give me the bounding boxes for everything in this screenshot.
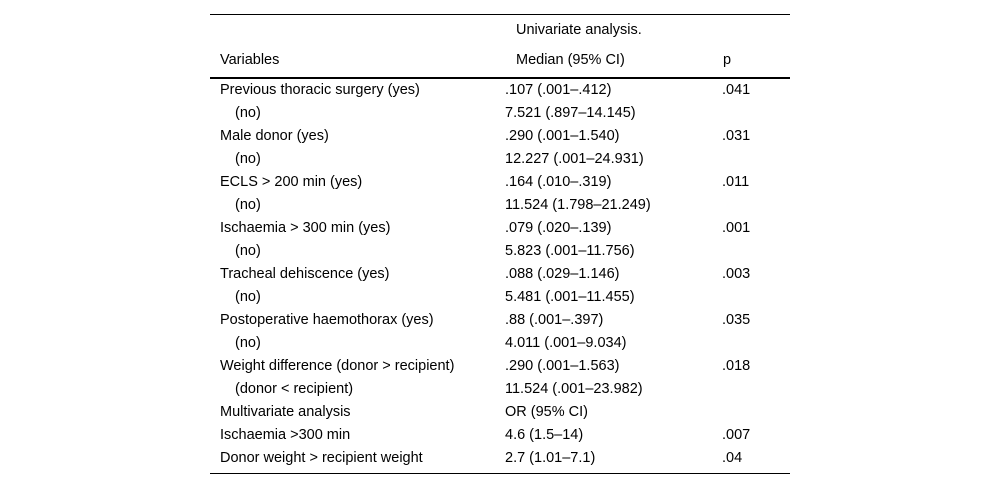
cell-variable: (no)	[235, 197, 261, 213]
cell-p	[722, 401, 790, 424]
table-row: Ischaemia >300 min 4.6 (1.5–14) .007	[210, 424, 790, 447]
cell-median: 4.011 (.001–9.034)	[505, 335, 627, 351]
table-body: Previous thoracic surgery (yes) .107 (.00…	[210, 79, 790, 474]
table-row: ECLS > 200 min (yes) .164 (.010–.319) .011	[210, 171, 790, 194]
cell-median: 4.6 (1.5–14)	[505, 427, 584, 443]
column-header-row: Variables Median (95% CI) p	[210, 45, 790, 75]
cell-variable: (donor < recipient)	[235, 381, 354, 397]
table-row: Donor weight > recipient weight 2.7 (1.01…	[210, 447, 790, 470]
cell-variable: Postoperative haemothorax (yes)	[220, 312, 434, 328]
group-header-label: Univariate analysis.	[516, 22, 642, 38]
cell-p: .041	[722, 82, 751, 98]
cell-median: 7.521 (.897–14.145)	[505, 105, 636, 121]
cell-p	[722, 194, 790, 217]
cell-median: .88 (.001–.397)	[505, 312, 604, 328]
table-header: Univariate analysis. Variables Median (9…	[210, 14, 790, 79]
table-row: Postoperative haemothorax (yes) .88 (.001…	[210, 309, 790, 332]
cell-variable: ECLS > 200 min (yes)	[220, 174, 363, 190]
cell-variable: Male donor (yes)	[220, 128, 329, 144]
cell-variable: (no)	[235, 105, 261, 121]
cell-median: 11.524 (.001–23.982)	[505, 381, 643, 397]
cell-p: .04	[722, 450, 743, 466]
table-row: (no) 12.227 (.001–24.931)	[210, 148, 790, 171]
table-row: (donor < recipient) 11.524 (.001–23.982)	[210, 378, 790, 401]
cell-median: 2.7 (1.01–7.1)	[505, 450, 596, 466]
cell-p: .035	[722, 312, 751, 328]
cell-median: .164 (.010–.319)	[505, 174, 612, 190]
table-row: Previous thoracic surgery (yes) .107 (.00…	[210, 79, 790, 102]
cell-variable: Donor weight > recipient weight	[220, 450, 423, 466]
table-row: (no) 4.011 (.001–9.034)	[210, 332, 790, 355]
cell-variable: Multivariate analysis	[220, 404, 351, 420]
table-row: Multivariate analysis OR (95% CI)	[210, 401, 790, 424]
cell-median: .107 (.001–.412)	[505, 82, 612, 98]
cell-variable: Weight difference (donor > recipient)	[220, 358, 455, 374]
cell-median: .290 (.001–1.563)	[505, 358, 620, 374]
cell-variable: Previous thoracic surgery (yes)	[220, 82, 420, 98]
table-row: Ischaemia > 300 min (yes) .079 (.020–.139…	[210, 217, 790, 240]
cell-median: .290 (.001–1.540)	[505, 128, 620, 144]
cell-p: .007	[722, 427, 751, 443]
table-row: (no) 5.481 (.001–11.455)	[210, 286, 790, 309]
cell-median: 12.227 (.001–24.931)	[505, 151, 644, 167]
cell-median: .088 (.029–1.146)	[505, 266, 620, 282]
cell-median: 5.481 (.001–11.455)	[505, 289, 635, 305]
cell-p: .001	[722, 220, 751, 236]
cell-p	[722, 286, 790, 309]
cell-variable: (no)	[235, 335, 261, 351]
cell-p	[722, 378, 790, 401]
cell-median: 5.823 (.001–11.756)	[505, 243, 635, 259]
cell-variable: (no)	[235, 289, 261, 305]
cell-p	[722, 102, 790, 125]
cell-p: .018	[722, 358, 751, 374]
cell-p	[722, 332, 790, 355]
cell-p	[722, 240, 790, 263]
group-header-row: Univariate analysis.	[210, 15, 790, 45]
group-header-spacer	[210, 15, 505, 45]
cell-median: 11.524 (1.798–21.249)	[505, 197, 651, 213]
cell-p: .031	[722, 128, 751, 144]
table-row: Weight difference (donor > recipient) .29…	[210, 355, 790, 378]
cell-median: OR (95% CI)	[505, 404, 588, 420]
table-row: (no) 11.524 (1.798–21.249)	[210, 194, 790, 217]
cell-variable: (no)	[235, 243, 261, 259]
cell-p	[722, 148, 790, 171]
statistics-table: Univariate analysis. Variables Median (9…	[210, 14, 790, 474]
cell-variable: Ischaemia >300 min	[220, 427, 351, 443]
cell-variable: Tracheal dehiscence (yes)	[220, 266, 390, 282]
column-header-p: p	[723, 52, 732, 68]
cell-variable: (no)	[235, 151, 261, 167]
cell-p: .003	[722, 266, 751, 282]
column-header-median: Median (95% CI)	[516, 52, 625, 68]
column-header-variables: Variables	[220, 52, 280, 68]
table-row: (no) 5.823 (.001–11.756)	[210, 240, 790, 263]
table-row: Tracheal dehiscence (yes) .088 (.029–1.14…	[210, 263, 790, 286]
table-row: Male donor (yes) .290 (.001–1.540) .031	[210, 125, 790, 148]
group-header-spacer	[722, 15, 790, 45]
table-row: (no) 7.521 (.897–14.145)	[210, 102, 790, 125]
cell-median: .079 (.020–.139)	[505, 220, 612, 236]
cell-p: .011	[722, 174, 750, 190]
cell-variable: Ischaemia > 300 min (yes)	[220, 220, 391, 236]
